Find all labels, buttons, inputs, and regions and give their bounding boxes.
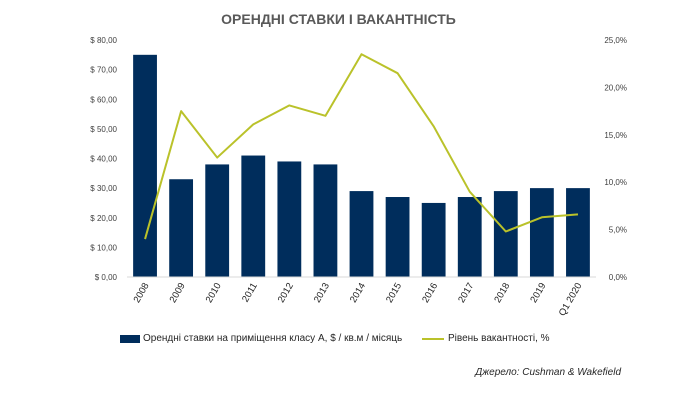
bar-2019 [529,188,554,277]
right-tick-label: 10,0% [604,178,627,187]
x-tick-label: 2018 [492,281,512,305]
line-series [144,53,579,240]
right-tick-label: 5,0% [609,226,627,235]
chart-title: ОРЕНДНІ СТАВКИ І ВАКАНТНІСТЬ [221,11,456,27]
right-tick-label: 25,0% [604,36,627,45]
bar-2011 [241,155,266,277]
source-note: Джерело: Cushman & Wakefield [475,367,621,378]
left-axis-ticks: $ 0,00 $ 10,00 $ 20,00 $ 30,00 $ 40,00 $ 50,0… [90,36,117,282]
left-tick-label: $ 40,00 [90,155,117,164]
x-tick-label: 2016 [420,281,440,305]
legend-label-rent: Орендні ставки на приміщення класу А, $ … [143,333,403,344]
left-tick-label: $ 30,00 [90,184,117,193]
bar-2010 [205,164,230,277]
right-axis-ticks: 0,0% 5,0% 10,0% 15,0% 20,0% 25,0% [604,36,627,282]
left-tick-label: $ 70,00 [90,66,117,75]
left-tick-label: $ 80,00 [90,36,117,45]
x-tick-label: 2019 [528,281,548,305]
bar-2014 [349,191,374,277]
x-tick-label: 2012 [276,281,296,305]
right-tick-label: 15,0% [604,131,627,140]
bar-2015 [385,197,410,277]
legend-item-vacancy: Рівень вакантності, % [422,333,550,344]
x-tick-label: 2011 [240,281,260,304]
legend-swatch-bar [120,334,140,343]
right-tick-label: 20,0% [604,83,627,92]
x-tick-label: 2015 [384,281,404,305]
bar-2012 [277,161,302,277]
legend-swatch-line [422,337,444,340]
left-tick-label: $ 20,00 [90,214,117,223]
legend-item-rent: Орендні ставки на приміщення класу А, $ … [120,333,402,344]
left-tick-label: $ 0,00 [95,273,118,282]
x-tick-label: 2008 [132,281,152,305]
bar-q1-2020 [566,188,590,277]
bar-2009 [169,179,194,277]
bar-2008 [133,54,157,277]
x-tick-label: 2009 [168,281,188,305]
bar-2018 [493,191,518,277]
legend: Орендні ставки на приміщення класу А, $ … [120,333,640,347]
x-tick-label: 2014 [348,281,368,305]
bar-2013 [313,164,338,277]
left-tick-label: $ 10,00 [90,243,117,252]
legend-label-vacancy: Рівень вакантності, % [448,333,550,344]
x-tick-label: Q1 2020 [557,281,585,318]
left-tick-label: $ 50,00 [90,125,117,134]
x-tick-label: 2013 [312,281,332,305]
bar-2016 [421,202,446,277]
bar-series [133,54,590,277]
right-tick-label: 0,0% [609,273,627,282]
x-tick-label: 2017 [456,281,476,305]
x-tick-label: 2010 [204,281,224,305]
x-axis-ticks: 2008 2009 2010 2011 2012 2013 2014 2015 2016 2017… [132,281,585,318]
bar-2017 [457,197,482,277]
left-tick-label: $ 60,00 [90,95,117,104]
